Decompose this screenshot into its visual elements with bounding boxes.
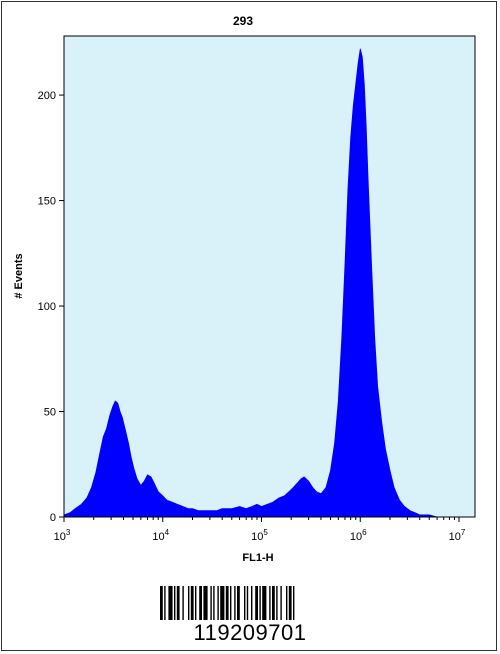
barcode-bar <box>220 586 225 620</box>
barcode-bar <box>286 586 288 620</box>
barcode-bar <box>237 586 240 620</box>
histogram-chart: 293 0 50 100 150 200 103 104 105 106 107 FL1-H #… <box>13 14 476 564</box>
barcode-bar <box>188 586 190 620</box>
y-tick-label: 50 <box>44 407 56 419</box>
barcode-bar <box>276 586 278 620</box>
barcode-bar <box>288 586 292 620</box>
barcode-bar <box>190 586 194 620</box>
barcode-number: 119209701 <box>193 620 307 645</box>
barcode <box>160 586 342 620</box>
y-tick-label: 100 <box>38 301 56 313</box>
y-tick-label: 200 <box>38 90 56 102</box>
barcode-bar <box>217 586 219 620</box>
barcode-bar <box>199 586 202 620</box>
barcode-bar <box>272 586 275 620</box>
x-tick-label: 104 <box>152 528 169 543</box>
barcode-bar <box>269 586 271 620</box>
plot-border <box>63 35 476 518</box>
barcode-bar <box>280 586 282 620</box>
plot-background <box>64 36 475 517</box>
barcode-bar <box>174 586 176 620</box>
barcode-bar <box>164 586 166 620</box>
histogram-series-0 <box>63 48 459 518</box>
barcode-bar <box>210 586 212 620</box>
barcode-bar <box>234 586 236 620</box>
x-tick-label: 105 <box>251 528 268 543</box>
barcode-bar <box>262 586 267 620</box>
barcode-bar <box>255 586 258 620</box>
barcode-bar <box>203 586 208 620</box>
y-axis-label: # Events <box>13 253 25 298</box>
x-axis: 103 104 105 106 107 <box>54 517 466 543</box>
barcode-bars <box>160 586 295 620</box>
barcode-bar <box>246 586 249 620</box>
barcode-bar <box>213 586 215 620</box>
x-tick-label: 107 <box>449 528 466 543</box>
y-tick-label: 150 <box>38 196 56 208</box>
x-tick-label: 106 <box>350 528 367 543</box>
y-tick-label: 0 <box>50 512 56 524</box>
barcode-bar <box>225 586 229 620</box>
barcode-bar <box>195 586 197 620</box>
y-axis: 0 50 100 150 200 <box>38 90 64 524</box>
barcode-bar <box>259 586 261 620</box>
barcode-bar <box>251 586 253 620</box>
x-axis-label: FL1-H <box>242 552 273 564</box>
barcode-bar <box>160 586 163 620</box>
histogram-layer <box>63 48 459 518</box>
barcode-bar <box>230 586 232 620</box>
barcode-bar <box>244 586 246 620</box>
x-tick-label: 103 <box>54 528 71 543</box>
barcode-bar <box>293 586 295 620</box>
chart-title: 293 <box>233 14 253 28</box>
barcode-bar <box>176 586 180 620</box>
barcode-bar <box>182 586 184 620</box>
barcode-bar <box>168 586 173 620</box>
